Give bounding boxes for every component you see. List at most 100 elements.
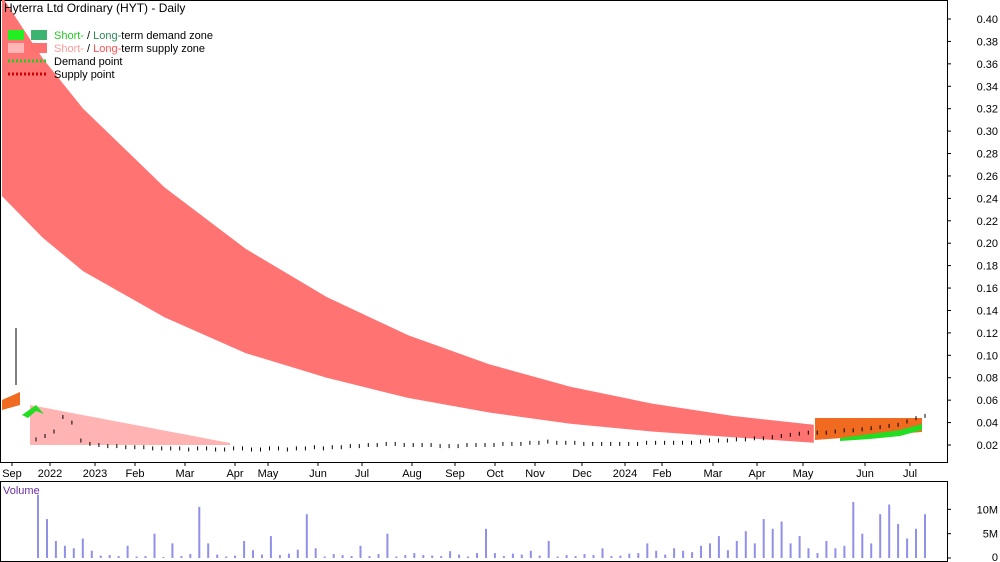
volume-bar <box>762 519 765 558</box>
y-tick-label: 0.16 <box>977 283 998 295</box>
volume-bar <box>216 554 219 558</box>
volume-bar <box>305 514 308 558</box>
volume-bar <box>520 554 523 558</box>
long-term-supply-zone <box>2 0 814 443</box>
volume-tick-label: 10M <box>977 504 998 516</box>
volume-bar <box>37 494 39 558</box>
y-tick-label: 0.08 <box>977 373 998 385</box>
volume-bar <box>870 543 873 558</box>
legend-demand-point-text: Demand point <box>54 56 123 68</box>
volume-bar <box>556 556 559 558</box>
volume-bar <box>287 553 290 558</box>
x-tick-label: Apr <box>748 468 765 480</box>
volume-bar <box>700 545 702 558</box>
volume-bar <box>350 556 353 558</box>
x-tick-label: Oct <box>486 468 503 480</box>
volume-bar <box>314 548 317 558</box>
volume-bar <box>664 554 667 558</box>
volume-bar <box>46 519 48 558</box>
short-term-supply-zone <box>30 405 230 445</box>
volume-bar <box>413 553 416 558</box>
y-tick-label: 0.40 <box>977 14 998 26</box>
y-tick-label: 0.04 <box>977 418 998 430</box>
y-tick-label: 0.14 <box>977 305 998 317</box>
volume-bar <box>691 552 694 558</box>
x-tick-label: Mar <box>176 468 195 480</box>
volume-bar <box>225 556 228 558</box>
volume-bar <box>538 555 541 558</box>
volume-bar <box>843 545 846 558</box>
price-candles-layer <box>15 328 926 452</box>
x-tick-label: Jun <box>856 468 874 480</box>
volume-bar <box>449 551 452 558</box>
volume-bar <box>359 545 362 558</box>
volume-bars-layer <box>37 494 926 558</box>
y-tick-label: 0.30 <box>977 126 998 138</box>
volume-bar <box>278 555 281 558</box>
volume-bar <box>897 523 900 558</box>
y-tick-label: 0.10 <box>977 350 998 362</box>
legend-demand-zone-text: Short- / Long-term demand zone <box>54 30 213 42</box>
volume-bar <box>717 536 720 558</box>
volume-bar <box>834 548 837 558</box>
volume-bar <box>269 536 272 558</box>
x-tick-label: Feb <box>653 468 672 480</box>
volume-bar <box>377 554 380 558</box>
volume-bar <box>422 555 425 558</box>
x-tick-label: Nov <box>525 468 545 480</box>
volume-bar <box>637 553 640 558</box>
legend-long-demand-swatch <box>31 30 47 40</box>
volume-bar <box>798 536 801 558</box>
volume-bar <box>99 555 102 558</box>
volume-bar <box>296 549 299 558</box>
volume-bar <box>180 556 183 558</box>
volume-bar <box>153 533 156 558</box>
volume-bar <box>780 521 783 558</box>
y-tick-label: 0.18 <box>977 261 998 273</box>
volume-bar <box>234 555 237 558</box>
legend-supply-zone-text: Short- / Long-term supply zone <box>54 43 205 55</box>
price-y-axis: 0.40 0.38 0.36 0.34 0.32 0.30 0.28 0.26 0.24 0.22… <box>947 14 998 452</box>
volume-bar <box>386 533 389 558</box>
volume-bar <box>888 504 891 558</box>
supply-demand-overlap-start <box>2 392 20 410</box>
volume-bar <box>511 553 514 558</box>
short-supply-zone-layer <box>2 392 922 445</box>
volume-bar <box>628 553 631 558</box>
y-tick-label: 0.38 <box>977 36 998 48</box>
volume-bar <box>207 543 210 558</box>
volume-bar <box>485 528 487 558</box>
x-tick-label: Feb <box>126 468 145 480</box>
y-tick-label: 0.34 <box>977 81 998 93</box>
volume-bar <box>619 555 622 558</box>
volume-bar <box>440 556 443 558</box>
volume-bar <box>368 556 371 558</box>
volume-bar <box>924 514 926 558</box>
volume-bar <box>493 553 496 558</box>
volume-bar <box>682 550 685 558</box>
volume-bar <box>81 538 84 558</box>
y-tick-label: 0.06 <box>977 395 998 407</box>
volume-bar <box>395 556 398 558</box>
volume-bar <box>135 556 138 558</box>
volume-bar <box>467 556 470 558</box>
legend-short-demand-swatch <box>8 30 24 40</box>
x-tick-label: Sep <box>445 468 465 480</box>
x-tick-label: 2023 <box>83 468 107 480</box>
volume-bar <box>646 543 649 558</box>
volume-bar <box>879 514 882 558</box>
volume-bar <box>789 543 792 558</box>
chart-title: Hyterra Ltd Ordinary (HYT) - Daily <box>4 1 185 15</box>
volume-bar <box>90 550 93 558</box>
volume-bar <box>332 554 335 558</box>
legend-short-supply-swatch <box>8 43 24 53</box>
volume-bar <box>502 556 505 558</box>
y-tick-label: 0.20 <box>977 238 998 250</box>
volume-bar <box>189 554 192 558</box>
volume-bar <box>906 538 909 558</box>
volume-bar <box>915 528 917 558</box>
y-tick-label: 0.12 <box>977 328 998 340</box>
volume-bar <box>171 543 174 558</box>
volume-bar <box>852 502 855 558</box>
